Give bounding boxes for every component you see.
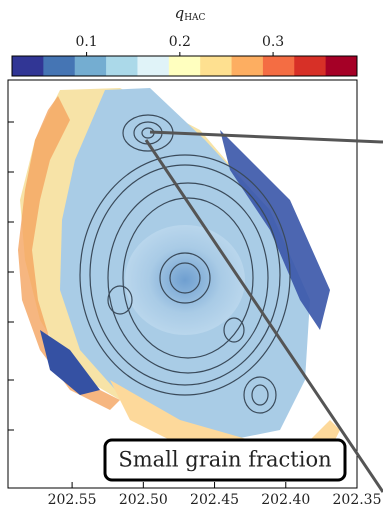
colorbar-swatch [75,56,107,76]
colorbar-swatch [137,56,169,76]
colorbar-tick-label: 0.2 [169,34,191,50]
annotation: Small grain fraction [118,448,331,472]
x-tick-label: 202.55 [48,492,97,508]
colorbar-tick-label: 0.3 [262,34,284,50]
figure: qHAC Small grain fraction 0 [0,0,383,509]
map [18,88,340,470]
x-tick-label: 202.45 [190,492,239,508]
colorbar-subscript: HAC [184,13,205,23]
y-axis-ticks [8,122,14,430]
colorbar-tick-label: 0.1 [75,34,97,50]
map-core [125,225,245,335]
colorbar [12,56,358,76]
colorbar-symbol: q [175,4,185,22]
x-tick-label: 202.50 [119,492,168,508]
colorbar-swatch [326,56,358,76]
colorbar-swatch [169,56,201,76]
colorbar-swatch [294,56,326,76]
colorbar-swatch [43,56,75,76]
colorbar-swatch [106,56,138,76]
colorbar-swatch [12,56,44,76]
colorbar-swatch [200,56,232,76]
x-tick-label: 202.40 [261,492,310,508]
colorbar-swatch [232,56,264,76]
x-tick-label: 202.35 [333,492,382,508]
colorbar-label: qHAC [175,4,206,23]
colorbar-swatch [263,56,295,76]
